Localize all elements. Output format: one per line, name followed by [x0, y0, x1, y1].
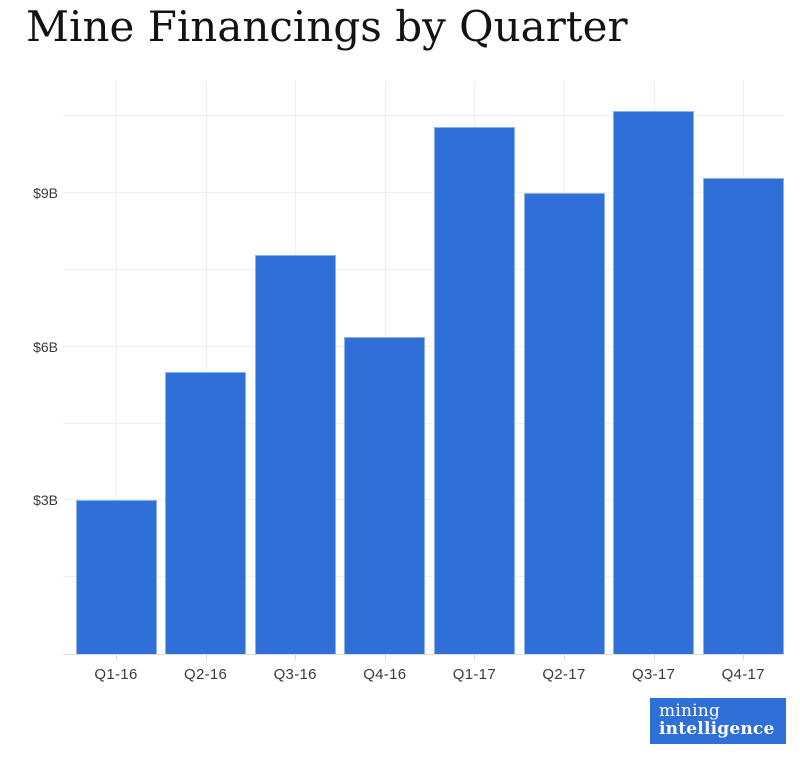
y-tick-label-3b: $3B	[33, 492, 58, 509]
x-axis-tick	[205, 654, 207, 660]
y-tick-label-6b: $6B	[33, 338, 58, 355]
x-axis-tick	[384, 654, 386, 660]
bar-q3-17	[613, 111, 695, 654]
x-axis-tick	[116, 654, 117, 660]
x-axis-tick	[743, 654, 745, 660]
chart-title: Mine Financings by Quarter	[26, 2, 628, 51]
x-tick-label-q3-17: Q3-17	[631, 666, 676, 683]
logo-word-mining: mining	[659, 701, 720, 721]
x-tick-label-q1-17: Q1-17	[452, 666, 496, 683]
x-tick-label-q3-16: Q3-16	[273, 666, 317, 683]
horizontal-gridline	[63, 115, 784, 117]
x-axis-tick	[295, 654, 297, 660]
vertical-gridline	[205, 81, 207, 654]
logo-word-intelligence: intelligence	[659, 719, 775, 739]
x-axis-tick	[653, 654, 655, 660]
plot-area: Q1-16 Q2-16 Q3-16 Q4-16 Q1-17 Q2-17 Q3-17 Q4-17	[63, 81, 784, 683]
x-axis-tick	[564, 654, 565, 660]
vertical-gridline	[116, 81, 117, 654]
bar-q2-17	[523, 193, 605, 654]
x-tick-label-q2-16: Q2-16	[183, 666, 228, 683]
mining-intelligence-logo: mining intelligence	[650, 698, 786, 744]
x-tick-label-q4-17: Q4-17	[721, 666, 765, 683]
bar-q1-17	[433, 126, 515, 654]
x-axis-tick	[474, 654, 476, 660]
horizontal-gridline	[63, 192, 784, 194]
y-tick-label-9b: $9B	[33, 185, 58, 202]
x-tick-label-q4-16: Q4-16	[363, 666, 407, 683]
x-tick-label-q1-16: Q1-16	[94, 666, 138, 683]
bar-q2-16	[165, 372, 247, 654]
bar-q4-16	[344, 336, 426, 654]
horizontal-gridline	[63, 268, 784, 270]
logo-text: mining intelligence	[650, 698, 786, 739]
bar-q1-16	[75, 500, 157, 654]
bar-q4-17	[702, 177, 784, 654]
x-tick-label-q2-17: Q2-17	[542, 666, 586, 683]
bar-q3-16	[254, 254, 336, 654]
